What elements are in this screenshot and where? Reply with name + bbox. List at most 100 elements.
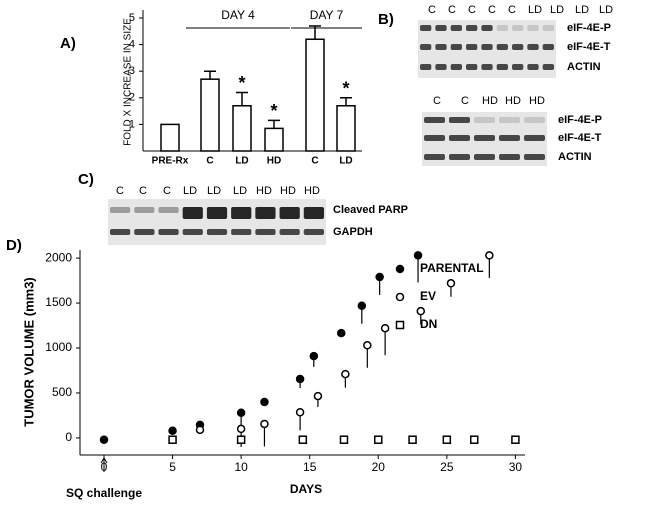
y-tick-label: 5 bbox=[129, 12, 135, 24]
lane-label: LD bbox=[528, 4, 542, 16]
panel-label: B) bbox=[378, 11, 394, 28]
bar bbox=[160, 123, 180, 152]
error-bar bbox=[204, 70, 216, 80]
marker bbox=[470, 435, 479, 444]
legend-marker bbox=[395, 264, 405, 274]
marker bbox=[336, 328, 346, 338]
row-label: ACTIN bbox=[567, 61, 601, 73]
marker bbox=[408, 435, 417, 444]
lane-label: LD bbox=[550, 4, 564, 16]
band bbox=[303, 207, 324, 219]
lane-label: HD bbox=[256, 185, 272, 197]
band bbox=[481, 25, 493, 31]
marker bbox=[309, 351, 319, 361]
band bbox=[303, 229, 324, 235]
legend-marker bbox=[395, 292, 405, 302]
row-label: ACTIN bbox=[558, 151, 592, 163]
band bbox=[255, 207, 276, 219]
y-tick-label: 1500 bbox=[45, 295, 72, 309]
band bbox=[435, 44, 447, 50]
marker bbox=[236, 424, 246, 434]
band bbox=[158, 207, 179, 213]
marker bbox=[236, 408, 246, 417]
significance-marker: * bbox=[270, 101, 277, 121]
bar bbox=[200, 78, 220, 152]
band bbox=[449, 135, 470, 141]
band bbox=[524, 117, 545, 123]
x-tick-label: 25 bbox=[440, 460, 454, 474]
marker bbox=[260, 419, 269, 429]
row-label: eIF-4E-P bbox=[567, 22, 611, 34]
band bbox=[527, 25, 539, 31]
marker bbox=[195, 425, 205, 435]
lane-label: C bbox=[468, 4, 476, 16]
row-label: eIF-4E-P bbox=[558, 114, 602, 126]
bar bbox=[264, 127, 284, 152]
marker bbox=[485, 251, 494, 260]
x-tick-label: 30 bbox=[509, 460, 523, 474]
band bbox=[424, 154, 445, 160]
marker bbox=[416, 306, 426, 316]
marker bbox=[446, 279, 456, 288]
lane-label: HD bbox=[280, 185, 296, 197]
group-label: DAY 7 bbox=[310, 8, 344, 22]
marker bbox=[99, 435, 109, 444]
x-tick-label: PRE-Rx bbox=[152, 156, 189, 167]
annotation: SQ challenge bbox=[66, 486, 142, 500]
blot bbox=[108, 199, 326, 245]
marker bbox=[413, 251, 423, 260]
x-tick-label: LD bbox=[235, 156, 248, 167]
lane-label: C bbox=[139, 185, 147, 197]
legend-label: PARENTAL bbox=[420, 261, 484, 275]
significance-marker: * bbox=[342, 79, 349, 99]
band bbox=[496, 64, 508, 70]
band bbox=[134, 229, 155, 235]
row-label: Cleaved PARP bbox=[333, 204, 408, 216]
band bbox=[474, 117, 495, 123]
lane-label: HD bbox=[482, 95, 498, 107]
band bbox=[527, 64, 539, 70]
x-tick-label: 20 bbox=[372, 460, 386, 474]
y-axis-label: TUMOR VOLUME (mm3) bbox=[21, 277, 36, 427]
band bbox=[420, 44, 432, 50]
group-label: DAY 4 bbox=[221, 8, 255, 22]
band bbox=[499, 154, 520, 160]
marker bbox=[298, 435, 308, 444]
marker bbox=[511, 435, 520, 444]
lane-label: HD bbox=[304, 185, 320, 197]
band bbox=[496, 44, 508, 50]
y-tick-label: 1000 bbox=[45, 340, 72, 354]
band bbox=[420, 64, 432, 70]
error-bar bbox=[236, 91, 248, 106]
row-label: eIF-4E-T bbox=[567, 41, 611, 53]
band bbox=[279, 229, 300, 235]
lane-label: LD bbox=[599, 4, 613, 16]
band bbox=[450, 44, 462, 50]
marker bbox=[341, 369, 350, 379]
marker bbox=[236, 435, 246, 444]
band bbox=[449, 117, 470, 123]
band bbox=[435, 64, 447, 70]
bar bbox=[336, 105, 356, 152]
band bbox=[512, 25, 524, 31]
error-bar bbox=[268, 119, 280, 129]
band bbox=[134, 207, 155, 213]
lane-label: C bbox=[448, 4, 456, 16]
band bbox=[466, 25, 478, 31]
band bbox=[496, 25, 508, 31]
lane-label: C bbox=[163, 185, 171, 197]
band bbox=[420, 25, 432, 31]
band bbox=[279, 207, 300, 219]
band bbox=[512, 44, 524, 50]
y-tick-label: 4 bbox=[129, 38, 135, 50]
lane-label: LD bbox=[207, 185, 221, 197]
band bbox=[542, 64, 554, 70]
x-tick-label: 15 bbox=[303, 460, 317, 474]
band bbox=[466, 44, 478, 50]
x-axis-label: DAYS bbox=[290, 482, 322, 496]
band bbox=[542, 44, 554, 50]
panel-label: D) bbox=[6, 237, 22, 254]
band bbox=[182, 207, 203, 219]
band bbox=[449, 154, 470, 160]
